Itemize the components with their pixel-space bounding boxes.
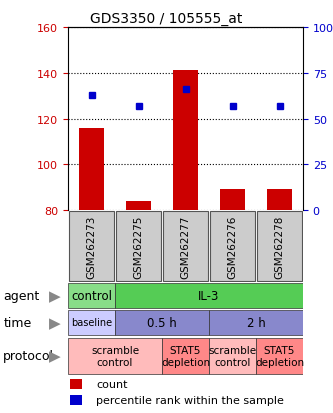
Text: time: time (3, 316, 32, 329)
Bar (69, 283, 115, 308)
Bar (257, 212, 302, 281)
Text: GSM262276: GSM262276 (227, 215, 237, 278)
Bar (163, 338, 208, 375)
Bar (116, 310, 208, 335)
Bar (69, 338, 162, 375)
Bar (116, 283, 302, 308)
Text: control: control (71, 289, 112, 302)
Bar (209, 310, 302, 335)
Text: GSM262275: GSM262275 (134, 215, 144, 278)
Text: 2 h: 2 h (247, 316, 265, 329)
Bar (210, 212, 255, 281)
Text: baseline: baseline (71, 318, 112, 328)
Text: STAT5
depletion: STAT5 depletion (161, 345, 210, 367)
Text: scramble
control: scramble control (208, 345, 256, 367)
Bar (69, 212, 114, 281)
Text: IL-3: IL-3 (198, 289, 220, 302)
Bar (70, 394, 82, 405)
Text: STAT5
depletion: STAT5 depletion (255, 345, 304, 367)
Text: ▶: ▶ (49, 349, 61, 363)
Text: GSM262278: GSM262278 (274, 215, 284, 278)
Text: agent: agent (3, 289, 40, 302)
Bar (256, 338, 302, 375)
Text: protocol: protocol (3, 350, 54, 363)
Bar (70, 379, 82, 389)
Bar (116, 212, 161, 281)
Text: ▶: ▶ (49, 288, 61, 303)
Text: scramble
control: scramble control (91, 345, 139, 367)
Text: percentile rank within the sample: percentile rank within the sample (96, 395, 284, 405)
Text: GSM262277: GSM262277 (180, 215, 190, 278)
Text: GDS3350 / 105555_at: GDS3350 / 105555_at (90, 12, 243, 26)
Bar (219, 190, 245, 211)
Bar (79, 128, 105, 211)
Bar (172, 71, 198, 211)
Bar (126, 202, 152, 211)
Text: count: count (96, 380, 128, 389)
Bar (163, 212, 208, 281)
Text: 0.5 h: 0.5 h (147, 316, 177, 329)
Bar (209, 338, 255, 375)
Text: ▶: ▶ (49, 315, 61, 330)
Bar (267, 190, 292, 211)
Bar (69, 310, 115, 335)
Text: GSM262273: GSM262273 (87, 215, 97, 278)
